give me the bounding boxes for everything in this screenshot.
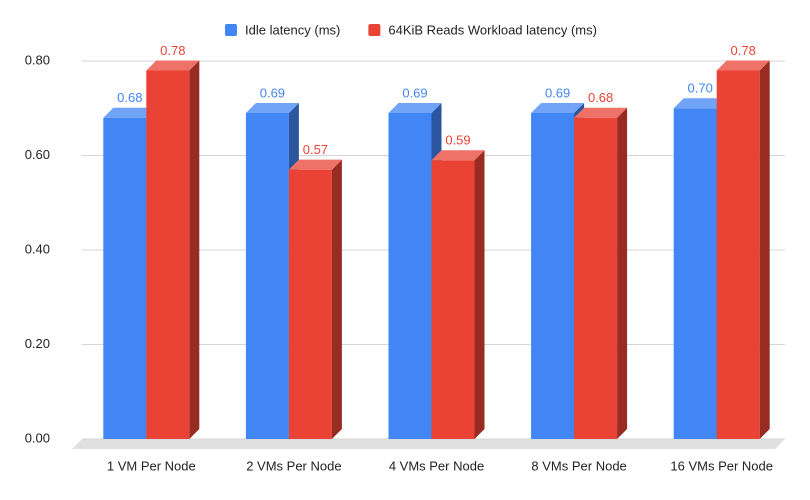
- bar-top: [103, 107, 157, 118]
- value-label: 0.70: [688, 81, 713, 96]
- bar: [146, 60, 200, 439]
- bar: [431, 150, 485, 439]
- value-label: 0.69: [402, 85, 427, 100]
- y-tick-label: 0.80: [25, 52, 50, 67]
- bar-top: [431, 150, 485, 161]
- value-label: 0.68: [588, 90, 613, 105]
- x-tick-label: 2 VMs Per Node: [246, 458, 341, 473]
- bar-front: [146, 70, 190, 439]
- bar-front: [388, 112, 432, 439]
- bar-front: [531, 112, 575, 439]
- x-tick-label: 8 VMs Per Node: [531, 458, 626, 473]
- value-label: 0.69: [545, 85, 570, 100]
- x-tick-label: 16 VMs Per Node: [670, 458, 773, 473]
- bar-top: [288, 159, 342, 170]
- bar-side: [759, 60, 770, 439]
- bar-front: [574, 117, 618, 439]
- value-label: 0.69: [260, 85, 285, 100]
- bar-side: [189, 60, 200, 439]
- x-tick-label: 4 VMs Per Node: [389, 458, 484, 473]
- bar-top: [388, 102, 442, 113]
- value-label: 0.59: [445, 133, 470, 148]
- bar-front: [245, 112, 289, 439]
- bar-top: [716, 60, 770, 71]
- bar-side: [474, 150, 485, 439]
- legend-label: 64KiB Reads Workload latency (ms): [388, 22, 597, 37]
- bar-front: [288, 169, 332, 440]
- y-tick-label: 0.40: [25, 241, 50, 256]
- bar: [288, 159, 342, 440]
- legend-label: Idle latency (ms): [245, 22, 340, 37]
- legend-swatch: [225, 24, 237, 36]
- y-tick-label: 0.60: [25, 147, 50, 162]
- value-label: 0.78: [731, 43, 756, 58]
- bar-side: [331, 159, 342, 440]
- bar-top: [146, 60, 200, 71]
- bar-front: [673, 108, 717, 439]
- value-label: 0.68: [117, 90, 142, 105]
- bar: [574, 107, 628, 439]
- bar-top: [574, 107, 628, 118]
- legend-swatch: [368, 24, 381, 36]
- bar-top: [531, 102, 585, 113]
- bar-front: [103, 117, 147, 439]
- x-tick-label: 1 VM Per Node: [107, 458, 196, 473]
- bar-front: [431, 160, 475, 439]
- floor: [72, 439, 785, 449]
- y-tick-label: 0.00: [25, 430, 50, 445]
- bar-side: [617, 107, 628, 439]
- bar: [716, 60, 770, 439]
- value-label: 0.57: [303, 142, 328, 157]
- bar-top: [245, 102, 299, 113]
- bar-top: [673, 98, 727, 109]
- y-tick-label: 0.20: [25, 336, 50, 351]
- value-label: 0.78: [160, 43, 185, 58]
- bar-front: [716, 70, 760, 439]
